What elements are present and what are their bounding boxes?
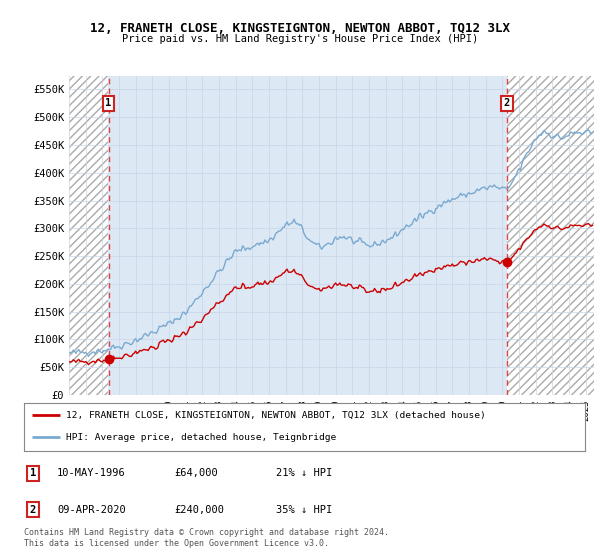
- Text: 1: 1: [30, 468, 36, 478]
- Text: Price paid vs. HM Land Registry's House Price Index (HPI): Price paid vs. HM Land Registry's House …: [122, 34, 478, 44]
- Text: 2: 2: [30, 505, 36, 515]
- Text: 35% ↓ HPI: 35% ↓ HPI: [276, 505, 332, 515]
- Text: 1: 1: [106, 99, 112, 108]
- Text: 10-MAY-1996: 10-MAY-1996: [57, 468, 126, 478]
- Text: 12, FRANETH CLOSE, KINGSTEIGNTON, NEWTON ABBOT, TQ12 3LX (detached house): 12, FRANETH CLOSE, KINGSTEIGNTON, NEWTON…: [66, 410, 486, 419]
- Text: Contains HM Land Registry data © Crown copyright and database right 2024.
This d: Contains HM Land Registry data © Crown c…: [24, 528, 389, 548]
- Text: £64,000: £64,000: [174, 468, 218, 478]
- Text: 12, FRANETH CLOSE, KINGSTEIGNTON, NEWTON ABBOT, TQ12 3LX: 12, FRANETH CLOSE, KINGSTEIGNTON, NEWTON…: [90, 22, 510, 35]
- Text: 09-APR-2020: 09-APR-2020: [57, 505, 126, 515]
- Text: HPI: Average price, detached house, Teignbridge: HPI: Average price, detached house, Teig…: [66, 433, 337, 442]
- Bar: [69, 76, 109, 395]
- Text: 21% ↓ HPI: 21% ↓ HPI: [276, 468, 332, 478]
- Text: 2: 2: [504, 99, 510, 108]
- Bar: [507, 76, 594, 395]
- Text: £240,000: £240,000: [174, 505, 224, 515]
